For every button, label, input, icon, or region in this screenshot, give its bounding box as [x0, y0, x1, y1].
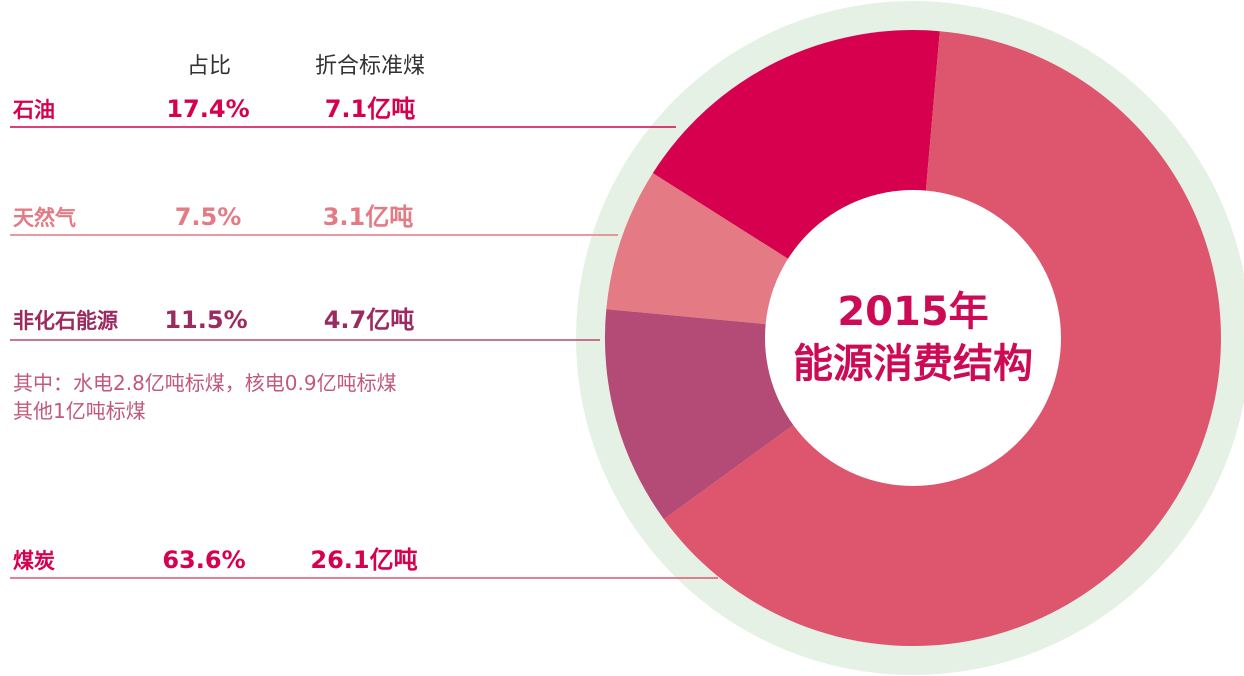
share-oil: 17.4% [166, 95, 249, 123]
header-share: 占比 [187, 54, 231, 79]
coal-equivalent-non-fossil: 4.7亿吨 [324, 306, 415, 334]
coal-equivalent-coal: 26.1亿吨 [310, 546, 417, 574]
header-coal-equivalent: 折合标准煤 [315, 54, 425, 79]
leader-lines [10, 126, 718, 579]
center-title: 2015年 [837, 289, 988, 335]
donut-hole [765, 190, 1061, 486]
label-natural-gas: 天然气 [13, 206, 76, 230]
center-subtitle: 能源消费结构 [793, 341, 1033, 387]
note-line-2: 其他1亿吨标煤 [13, 399, 146, 423]
label-coal: 煤炭 [13, 549, 55, 573]
coal-equivalent-natural-gas: 3.1亿吨 [323, 203, 414, 231]
share-natural-gas: 7.5% [175, 203, 242, 231]
share-coal: 63.6% [162, 546, 245, 574]
note-line-1: 其中：水电2.8亿吨标煤，核电0.9亿吨标煤 [13, 371, 397, 395]
label-oil: 石油 [12, 98, 55, 122]
coal-equivalent-oil: 7.1亿吨 [325, 95, 416, 123]
label-non-fossil: 非化石能源 [13, 309, 118, 333]
share-non-fossil: 11.5% [164, 306, 247, 334]
